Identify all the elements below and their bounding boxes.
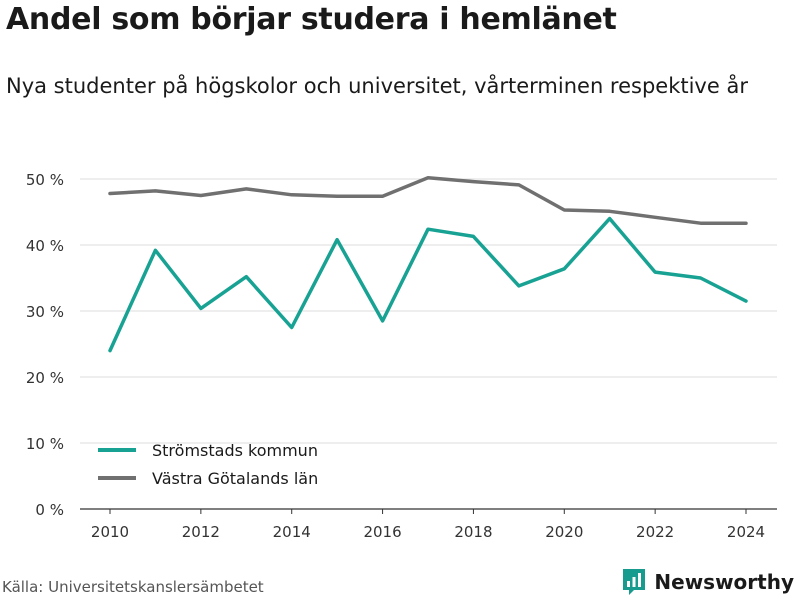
data-point [563, 267, 566, 270]
data-point [336, 238, 339, 241]
x-tick-label: 2010 [91, 523, 129, 541]
y-tick-label: 10 % [26, 435, 64, 453]
source-note: Källa: Universitetskanslersämbetet [2, 578, 264, 596]
series-lines [108, 175, 748, 353]
data-point [654, 271, 657, 274]
data-point [199, 194, 202, 197]
data-point [245, 187, 248, 190]
data-point [154, 189, 157, 192]
x-tick-label: 2012 [182, 523, 220, 541]
legend: Strömstads kommun Västra Götalands län [98, 441, 318, 488]
chart-subtitle: Nya studenter på högskolor och universit… [6, 74, 748, 98]
x-tick-label: 2022 [636, 523, 674, 541]
data-point [109, 192, 112, 195]
data-point [336, 195, 339, 198]
brand-logo: Newsworthy [622, 568, 794, 596]
data-point [745, 222, 748, 225]
data-point [290, 326, 293, 329]
y-tick-label: 0 % [35, 501, 64, 519]
data-point [745, 300, 748, 303]
chart-title: Andel som börjar studera i hemlänet [6, 2, 617, 37]
data-point [608, 210, 611, 213]
data-point [563, 209, 566, 212]
data-point [199, 307, 202, 310]
data-point [381, 319, 384, 322]
legend-label: Strömstads kommun [152, 441, 318, 460]
data-point [427, 228, 430, 231]
gridlines [80, 178, 777, 444]
data-point [381, 195, 384, 198]
series-line-str-mstads-kommun [108, 216, 748, 353]
data-point [154, 249, 157, 252]
data-point [608, 217, 611, 220]
data-point [699, 277, 702, 280]
series-line-v-stra-g-talands-l-n [108, 175, 748, 225]
y-tick-label: 20 % [26, 369, 64, 387]
y-tick-label: 40 % [26, 237, 64, 255]
data-point [654, 216, 657, 219]
data-point [517, 284, 520, 287]
data-point [109, 349, 112, 352]
axes: 0 % 10 % 20 % 30 % 40 % 50 % 2010 2012 2014 2016 2… [26, 171, 777, 541]
data-point [517, 183, 520, 186]
legend-label: Västra Götalands län [152, 469, 318, 488]
x-tick-label: 2024 [727, 523, 765, 541]
data-point [245, 275, 248, 278]
x-tick-label: 2018 [454, 523, 492, 541]
brand-name: Newsworthy [654, 570, 794, 594]
x-tick-label: 2020 [545, 523, 583, 541]
y-tick-label: 50 % [26, 171, 64, 189]
data-point [472, 235, 475, 238]
data-point [290, 193, 293, 196]
data-point [472, 180, 475, 183]
data-point [699, 222, 702, 225]
newsworthy-logo-icon [623, 569, 646, 595]
data-point [427, 176, 430, 179]
y-tick-label: 30 % [26, 303, 64, 321]
x-tick-label: 2016 [363, 523, 401, 541]
x-tick-label: 2014 [273, 523, 311, 541]
